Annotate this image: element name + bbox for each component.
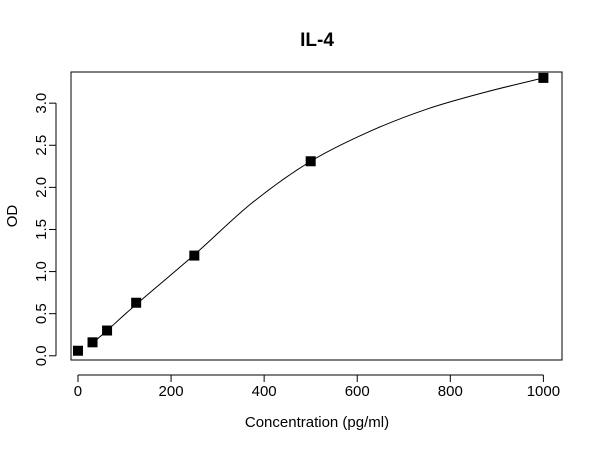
y-tick-label: 2.0	[33, 177, 50, 198]
y-axis-label: OD	[4, 205, 21, 228]
x-tick-label: 200	[159, 383, 184, 400]
y-tick-label: 1.5	[33, 219, 50, 240]
data-point	[305, 156, 316, 167]
y-tick-label: 1.0	[33, 261, 50, 282]
data-point	[102, 325, 113, 336]
chart-title: IL-4	[300, 30, 334, 51]
x-tick-label: 1000	[527, 383, 560, 400]
fit-curve-layer	[92, 77, 544, 344]
x-tick-label: 400	[252, 383, 277, 400]
data-point	[189, 250, 200, 261]
data-point	[87, 337, 98, 348]
data-points	[72, 72, 549, 356]
x-axis: 0 200 400 600 800 1000	[74, 374, 560, 400]
y-tick-label: 0.5	[33, 303, 50, 324]
fit-curve	[92, 77, 544, 344]
y-tick-label: 0.0	[33, 345, 50, 366]
data-point	[72, 345, 83, 356]
y-axis: 0.0 0.5 1.0 1.5 2.0 2.5 3.0	[33, 93, 57, 366]
x-axis-label: Concentration (pg/ml)	[245, 414, 389, 431]
y-tick-label: 3.0	[33, 93, 50, 114]
data-point	[538, 72, 549, 83]
x-tick-label: 800	[438, 383, 463, 400]
plot-frame	[70, 71, 563, 361]
x-tick-label: 600	[345, 383, 370, 400]
x-tick-label: 0	[74, 383, 82, 400]
data-point	[131, 297, 142, 308]
y-tick-label: 2.5	[33, 135, 50, 156]
